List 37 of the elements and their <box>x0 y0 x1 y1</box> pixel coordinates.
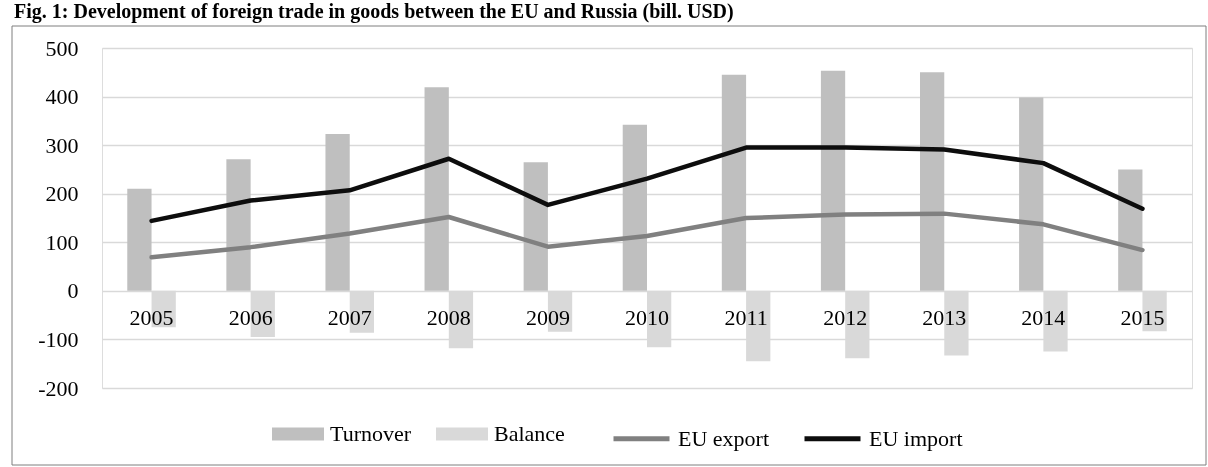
legend-label: Balance <box>494 421 565 446</box>
y-tick-label: 100 <box>45 229 79 255</box>
y-tick-label: -100 <box>38 326 79 352</box>
bar <box>127 188 152 291</box>
x-tick-label: 2008 <box>426 305 471 331</box>
bar <box>820 70 846 291</box>
y-tick-label: 200 <box>45 181 79 207</box>
y-tick-label: -200 <box>38 375 79 401</box>
x-tick-label: 2005 <box>129 305 174 331</box>
legend-label: Turnover <box>330 421 412 446</box>
x-tick-label: 2010 <box>625 305 669 331</box>
legend-label: EU import <box>869 425 963 451</box>
y-tick-label: 500 <box>45 35 79 61</box>
bar <box>1019 97 1044 291</box>
x-tick-label: 2013 <box>922 305 967 331</box>
x-tick-label: 2014 <box>1021 305 1066 331</box>
x-tick-label: 2011 <box>724 305 768 331</box>
bar <box>325 133 350 291</box>
line-series <box>149 211 1145 260</box>
x-tick-label: 2015 <box>1120 305 1165 331</box>
bar <box>1118 169 1143 291</box>
x-tick-label: 2012 <box>823 305 868 331</box>
chart-title: Fig. 1: Development of foreign trade in goods between the EU and Russia (bill. USD) <box>14 0 734 23</box>
x-tick-label: 2006 <box>228 305 273 331</box>
bar <box>523 162 548 291</box>
y-tick-label: 300 <box>45 132 79 158</box>
x-tick-label: 2007 <box>327 305 372 331</box>
y-tick-label: 0 <box>67 278 79 304</box>
line-series <box>149 145 1145 224</box>
y-tick-label: 400 <box>45 84 79 110</box>
bar <box>424 87 449 291</box>
bar <box>920 72 945 291</box>
bar <box>226 159 251 291</box>
x-tick-label: 2009 <box>525 305 570 331</box>
bar <box>622 124 647 291</box>
bar <box>721 74 747 291</box>
legend-label: EU export <box>678 425 770 451</box>
